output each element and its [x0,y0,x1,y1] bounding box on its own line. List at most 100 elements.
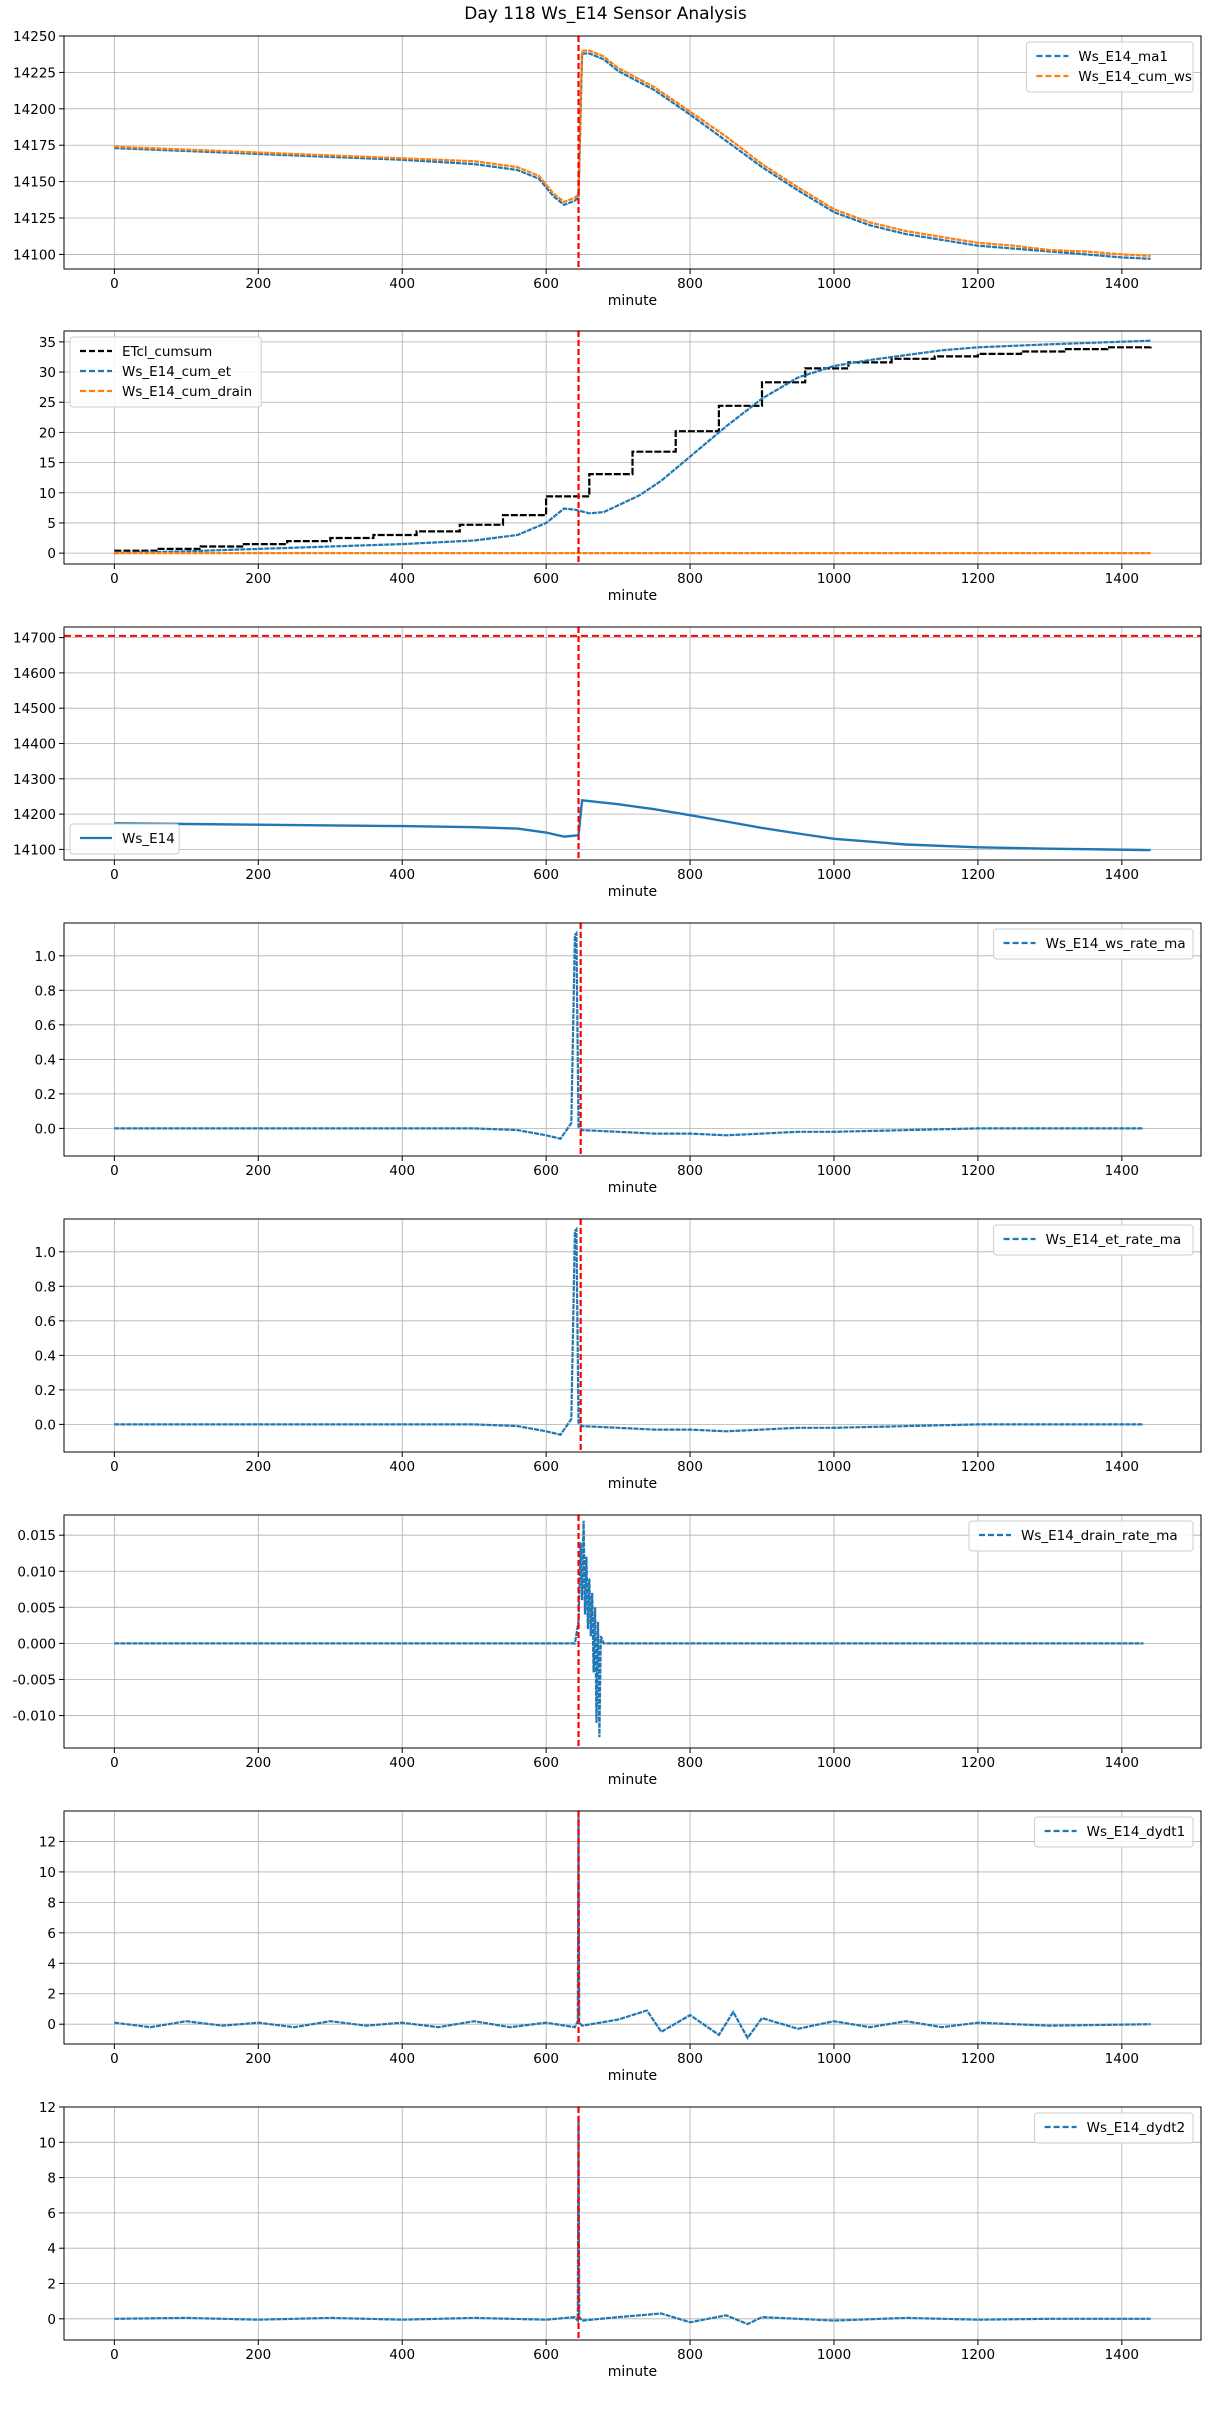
x-tick-label: 800 [677,867,703,883]
x-tick-label: 600 [533,1755,559,1771]
series-line-1 [114,1817,1151,2040]
x-tick-label: 1000 [817,1163,851,1179]
series-group [114,49,1151,260]
x-tick-label: 1200 [961,571,995,587]
legend-label: Ws_E14_dydt2 [1087,2120,1186,2136]
y-tick-label: 14200 [13,807,56,823]
x-tick-label: 600 [533,276,559,292]
y-tick-label: 14100 [13,842,56,858]
y-tick-label: 14100 [13,247,56,263]
series-line-2 [114,339,1151,555]
series-group [114,1226,1144,1436]
series-line-1 [114,1226,1144,1436]
y-tick-label: 8 [47,2171,56,2187]
y-tick-label: 0.8 [35,983,56,999]
legend-box [1034,2112,1194,2144]
x-tick-label: 1000 [817,867,851,883]
legend-box [1034,1816,1194,1848]
x-tick-label: 1200 [961,1163,995,1179]
x-tick-label: 0 [110,276,119,292]
y-tick-label: 0.2 [35,1383,56,1399]
x-tick-label: 600 [533,1163,559,1179]
series-line-1 [114,1520,1144,1738]
y-tick-label: 6 [47,2206,56,2222]
series-line-1 [114,798,1151,852]
series-group [114,2115,1151,2326]
legend-label: Ws_E14_dydt1 [1087,1824,1186,1840]
y-tick-label: 14700 [13,631,56,647]
subplot-8: 0 200 400 600 800 1000 1200 1400 0 2 4 6 8 10 12 minute… [39,2100,1202,2380]
y-tick-label: 15 [39,456,56,472]
y-tick-label: 4 [47,1956,56,1972]
y-tick-label: 14175 [13,138,56,154]
axes-frame [63,35,1202,270]
series-line-2 [114,49,1151,257]
y-tick-label: 0.010 [17,1564,56,1580]
axes-frame [63,1218,1202,1453]
figure-title: Day 118 Ws_E14 Sensor Analysis [464,4,747,24]
x-tick-label: 800 [677,2347,703,2363]
series-line-1 [114,2115,1151,2326]
y-tick-label: -0.010 [12,1709,56,1725]
x-tick-label: 400 [389,2051,415,2067]
x-tick-label: 1200 [961,2347,995,2363]
x-tick-label: 600 [533,571,559,587]
subplot-3: 0 200 400 600 800 1000 1200 1400 14100 14200 14300… [13,626,1202,900]
x-tick-label: 800 [677,276,703,292]
x-tick-label: 800 [677,1459,703,1475]
y-tick-label: 0 [47,546,56,562]
series-line-1 [114,930,1144,1140]
legend-box [968,1520,1194,1552]
x-tick-label: 0 [110,2051,119,2067]
x-tick-label: 1400 [1105,1755,1139,1771]
x-tick-label: 0 [110,1755,119,1771]
y-tick-label: 0.0 [35,1121,56,1137]
legend-label: Ws_E14_cum_ws [1078,69,1192,85]
x-tick-label: 600 [533,2347,559,2363]
y-tick-label: 35 [39,335,56,351]
y-tick-label: 25 [39,395,56,411]
y-tick-label: 2 [47,1987,56,2003]
y-tick-label: 14500 [13,701,56,717]
x-tick-label: 1000 [817,2051,851,2067]
x-tick-label: 200 [245,867,271,883]
y-tick-label: 10 [39,486,56,502]
x-tick-label: 400 [389,571,415,587]
y-tick-label: 0 [47,2017,56,2033]
series-line-1 [114,52,1151,260]
x-tick-label: 1000 [817,276,851,292]
series-group [114,339,1152,555]
x-tick-label: 600 [533,1459,559,1475]
legend: Ws_E14_drain_rate_ma [968,1520,1194,1552]
x-tick-label: 0 [110,571,119,587]
series-group [114,1520,1144,1738]
x-axis-label: minute [608,1180,657,1196]
series-line-1 [114,346,1152,552]
x-axis-label: minute [608,1476,657,1492]
y-tick-label: 14400 [13,737,56,753]
x-tick-label: 0 [110,867,119,883]
legend-label: Ws_E14_cum_et [122,364,231,380]
y-tick-label: 12 [39,1834,56,1850]
y-tick-label: 0.8 [35,1279,56,1295]
x-tick-label: 400 [389,276,415,292]
legend: ETcl_cumsum Ws_E14_cum_et Ws_E14_cum_drain [69,336,262,408]
y-tick-label: 14150 [13,175,56,191]
legend: Ws_E14_ws_rate_ma [993,928,1194,960]
x-tick-label: 800 [677,1755,703,1771]
x-axis-label: minute [608,1772,657,1788]
x-tick-label: 800 [677,2051,703,2067]
y-tick-label: 14200 [13,102,56,118]
y-tick-label: 1.0 [35,949,56,965]
x-tick-label: 1000 [817,2347,851,2363]
legend-box [69,823,180,855]
y-tick-label: 1.0 [35,1245,56,1261]
legend-label: Ws_E14_cum_drain [122,384,252,400]
x-tick-label: 400 [389,2347,415,2363]
legend-box [69,336,262,408]
y-tick-label: -0.005 [12,1672,56,1688]
x-axis-label: minute [608,2068,657,2084]
y-tick-label: 14225 [13,65,56,81]
